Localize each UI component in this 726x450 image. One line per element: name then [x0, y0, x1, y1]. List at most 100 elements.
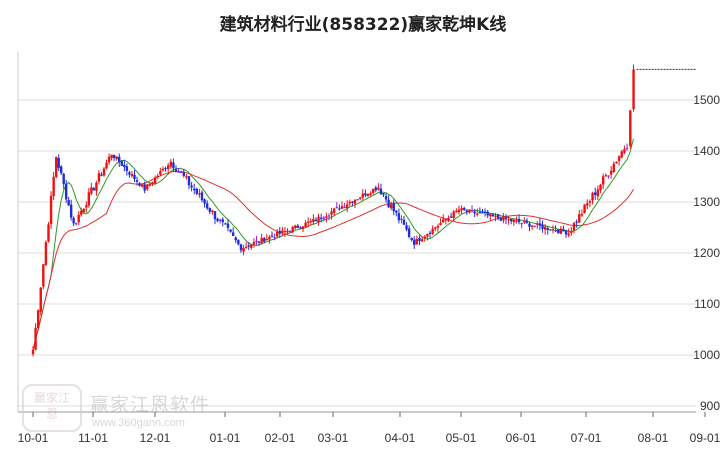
candle-body — [400, 219, 402, 220]
candle-body — [526, 220, 528, 222]
candle-body — [536, 224, 538, 225]
candle-body — [387, 200, 389, 208]
candle-body — [330, 211, 332, 214]
x-tick-label-11: 09-01 — [690, 431, 721, 445]
candle-body — [172, 162, 174, 168]
candle-body — [343, 207, 345, 208]
candle-body — [62, 174, 64, 184]
candle-body — [143, 184, 145, 190]
candle-body — [431, 229, 433, 234]
candle-body — [310, 221, 312, 222]
candle-body — [607, 175, 609, 176]
candle-body — [240, 244, 242, 250]
candle-body — [100, 175, 102, 176]
candle-body — [108, 157, 110, 163]
ma-slow-line — [33, 172, 634, 351]
candle-body — [510, 219, 512, 221]
x-tick-label-2: 12-01 — [140, 431, 171, 445]
candle-body — [258, 242, 260, 243]
candle-body — [581, 214, 583, 216]
candle-body — [500, 218, 502, 221]
candle-body — [126, 166, 128, 171]
candle-body — [80, 211, 82, 215]
candle-body — [567, 234, 569, 236]
candle-body — [320, 218, 322, 219]
candle-body — [162, 169, 164, 171]
candle-body — [489, 214, 491, 217]
candle-body — [110, 155, 112, 158]
candle-body — [476, 213, 478, 214]
candle-body — [229, 229, 231, 231]
candle-body — [473, 211, 475, 213]
candle-body — [494, 216, 496, 217]
candle-body — [302, 226, 304, 229]
candle-body — [83, 209, 85, 212]
candle-body — [159, 171, 161, 174]
candle-body — [55, 157, 57, 177]
candle-body — [304, 223, 306, 227]
candle-body — [317, 217, 319, 223]
candle-body — [201, 192, 203, 200]
y-tick-label-6: 900 — [700, 399, 720, 413]
candle-body — [552, 229, 554, 230]
candle-body — [157, 176, 159, 177]
candle-body — [455, 211, 457, 212]
candle-body — [206, 203, 208, 208]
candle-body — [395, 211, 397, 213]
candle-body — [341, 206, 343, 209]
candle-body — [586, 203, 588, 205]
candle-body — [50, 196, 52, 224]
candle-body — [154, 178, 156, 184]
candle-body — [403, 220, 405, 225]
candle-body — [253, 242, 255, 244]
candle-body — [185, 176, 187, 177]
candle-body — [354, 200, 356, 204]
candle-body — [359, 197, 361, 198]
candle-body — [599, 185, 601, 191]
candle-body — [113, 155, 115, 158]
candle-body — [188, 176, 190, 185]
candle-body — [214, 211, 216, 219]
candle-body — [544, 227, 546, 230]
candle-body — [626, 148, 628, 149]
y-axis-ticks: 1500 1400 1300 1200 1100 1000 900 — [693, 93, 720, 413]
candle-body — [410, 238, 412, 240]
candle-body — [273, 237, 275, 238]
candle-body — [380, 189, 382, 195]
candle-body — [541, 225, 543, 229]
candle-body — [549, 229, 551, 230]
candle-body — [539, 223, 541, 225]
candle-body — [271, 235, 273, 236]
candle-body — [507, 219, 509, 220]
candle-body — [534, 226, 536, 227]
candle-body — [408, 228, 410, 237]
candle-body — [632, 69, 634, 109]
x-tick-label-4: 02-01 — [265, 431, 296, 445]
candle-body — [297, 226, 299, 228]
candle-body — [115, 157, 117, 160]
candle-body — [362, 194, 364, 198]
candle-body — [211, 210, 213, 212]
candle-body — [453, 212, 455, 218]
candle-body — [426, 234, 428, 236]
candle-body — [589, 201, 591, 203]
candlesticks — [32, 64, 635, 356]
candle-body — [515, 220, 517, 221]
y-tick-label-5: 1000 — [693, 348, 720, 362]
candle-body — [95, 183, 97, 191]
candle-body — [284, 231, 286, 232]
candle-body — [60, 166, 62, 173]
candle-body — [34, 328, 36, 350]
candle-body — [372, 189, 374, 193]
candle-body — [128, 172, 130, 174]
candle-body — [250, 245, 252, 248]
candle-body — [575, 222, 577, 223]
candle-body — [299, 227, 301, 228]
x-tick-label-7: 05-01 — [446, 431, 477, 445]
watermark-seal-text: 赢家江恩 — [30, 390, 74, 422]
candle-body — [312, 219, 314, 222]
candle-body — [227, 224, 229, 228]
candle-body — [151, 182, 153, 184]
candle-body — [479, 212, 481, 213]
candle-body — [32, 350, 34, 354]
